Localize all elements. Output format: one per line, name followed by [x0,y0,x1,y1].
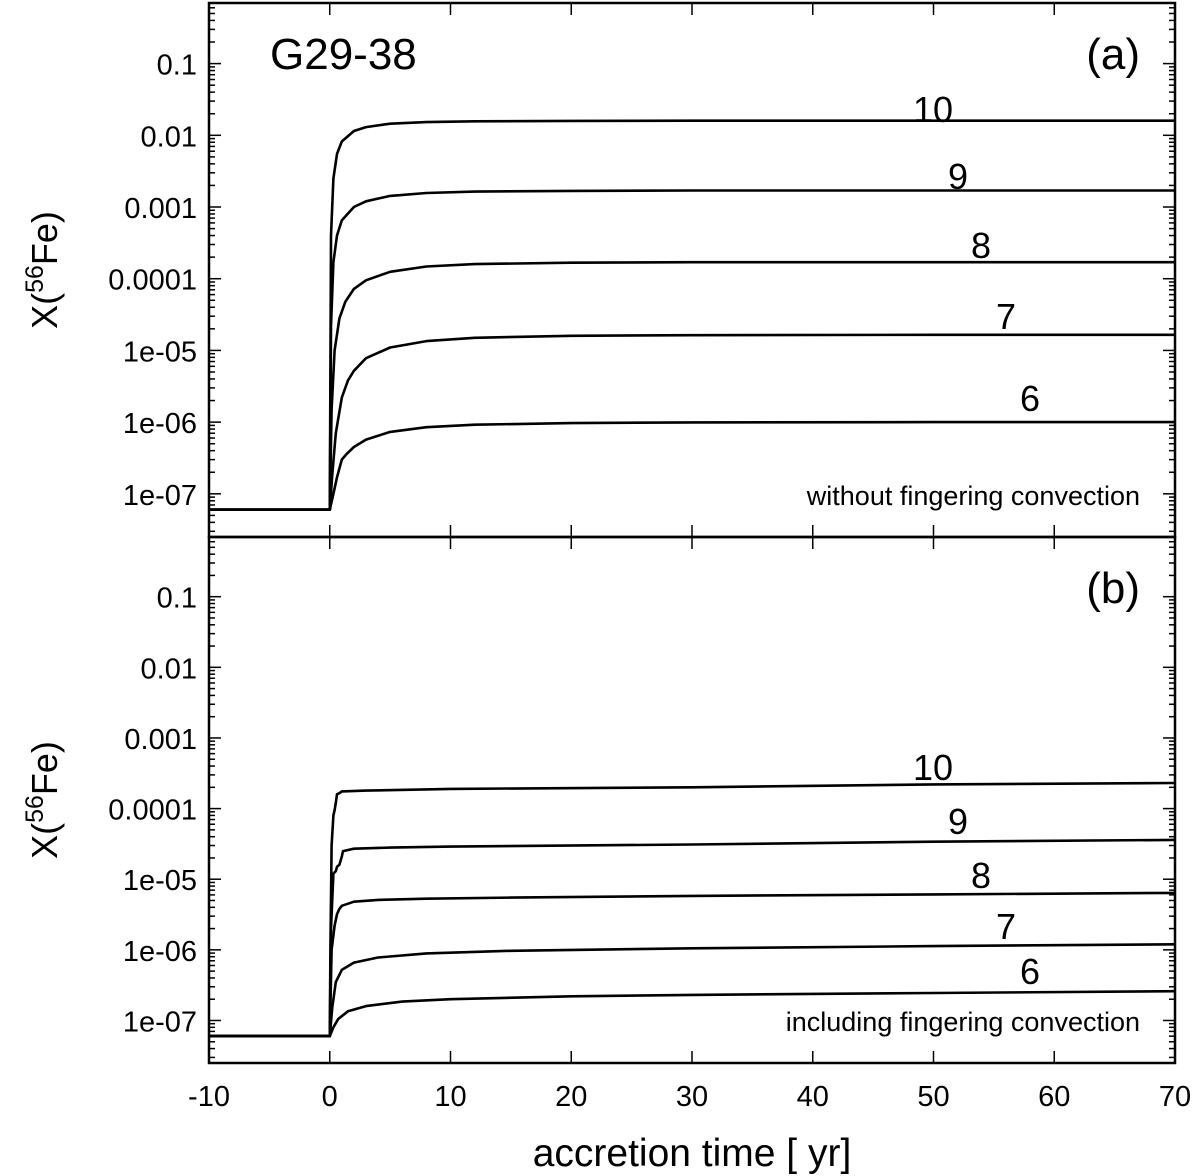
series-label-10: 10 [913,89,953,130]
y-tick-label: 1e-06 [123,408,197,440]
series-label-6: 6 [1020,378,1040,419]
series-line-8 [209,260,1175,511]
x-tick-label: 60 [1038,1081,1070,1113]
x-tick-label: 70 [1159,1081,1191,1113]
series-line-6 [209,989,1176,1038]
panel-annotation: without fingering convection [806,481,1140,511]
y-tick-label: 1e-05 [123,336,197,368]
y-tick-label: 0.0001 [108,795,197,827]
y-tick-label: 0.01 [141,653,197,685]
y-axis-label-rest: Fe) [24,741,65,795]
series-line-10 [209,119,1175,511]
x-axis-label: accretion time [ yr] [533,1132,852,1175]
panel-annotation: including fingering convection [786,1007,1140,1037]
x-tick-label: 30 [676,1081,708,1113]
y-axis-label-main: X( [24,293,65,329]
x-tick-label: 50 [917,1081,949,1113]
series-line-7 [209,333,1175,511]
y-tick-label: 0.01 [141,121,197,153]
series-label-10: 10 [913,747,953,788]
x-tick-label: -10 [188,1081,230,1113]
panel-label: (b) [1086,564,1140,613]
series-line-8 [209,891,1176,1038]
chart-title: G29-38 [270,30,417,79]
series-line-9 [209,189,1175,511]
y-tick-label: 0.0001 [108,265,197,297]
y-tick-label: 1e-06 [123,936,197,968]
y-axis-label-rest: Fe) [24,211,65,265]
y-tick-label: 1e-05 [123,865,197,897]
series-line-6 [209,420,1175,511]
series-label-8: 8 [971,855,991,896]
series-label-7: 7 [996,296,1016,337]
x-tick-label: 40 [797,1081,829,1113]
y-axis-label: X(56Fe) [21,211,65,329]
series-line-9 [209,838,1176,1038]
series-label-8: 8 [971,225,991,266]
series-line-10 [209,781,1176,1038]
panel-label: (a) [1086,30,1140,79]
y-axis-label-superscript: 56 [21,795,49,823]
panel-b: 1e-07 1e-06 1e-05 0.0001 0.001 0.01 0.1 -10 0 10 2… [21,535,1191,1175]
series-label-9: 9 [948,801,968,842]
x-tick-label: 0 [322,1081,338,1113]
plot-frame [207,1,1177,539]
y-tick-label: 1e-07 [123,480,197,512]
series-line-7 [209,943,1176,1038]
y-tick-label: 1e-07 [123,1006,197,1038]
y-axis-label: X(56Fe) [21,741,65,859]
series-label-6: 6 [1020,951,1040,992]
y-axis-label-superscript: 56 [21,265,49,293]
y-axis-label-main: X( [24,823,65,859]
y-tick-label: 0.1 [157,583,197,615]
y-tick-label: 0.001 [124,193,197,225]
y-tick-label: 0.1 [157,50,197,82]
series-label-9: 9 [948,156,968,197]
x-tick-label: 10 [434,1081,466,1113]
panel-a: 1e-07 1e-06 1e-05 0.0001 0.001 0.01 0.1 X(56Fe)… [21,1,1177,539]
series-label-7: 7 [996,906,1016,947]
x-tick-label: 20 [555,1081,587,1113]
y-tick-label: 0.001 [124,724,197,756]
